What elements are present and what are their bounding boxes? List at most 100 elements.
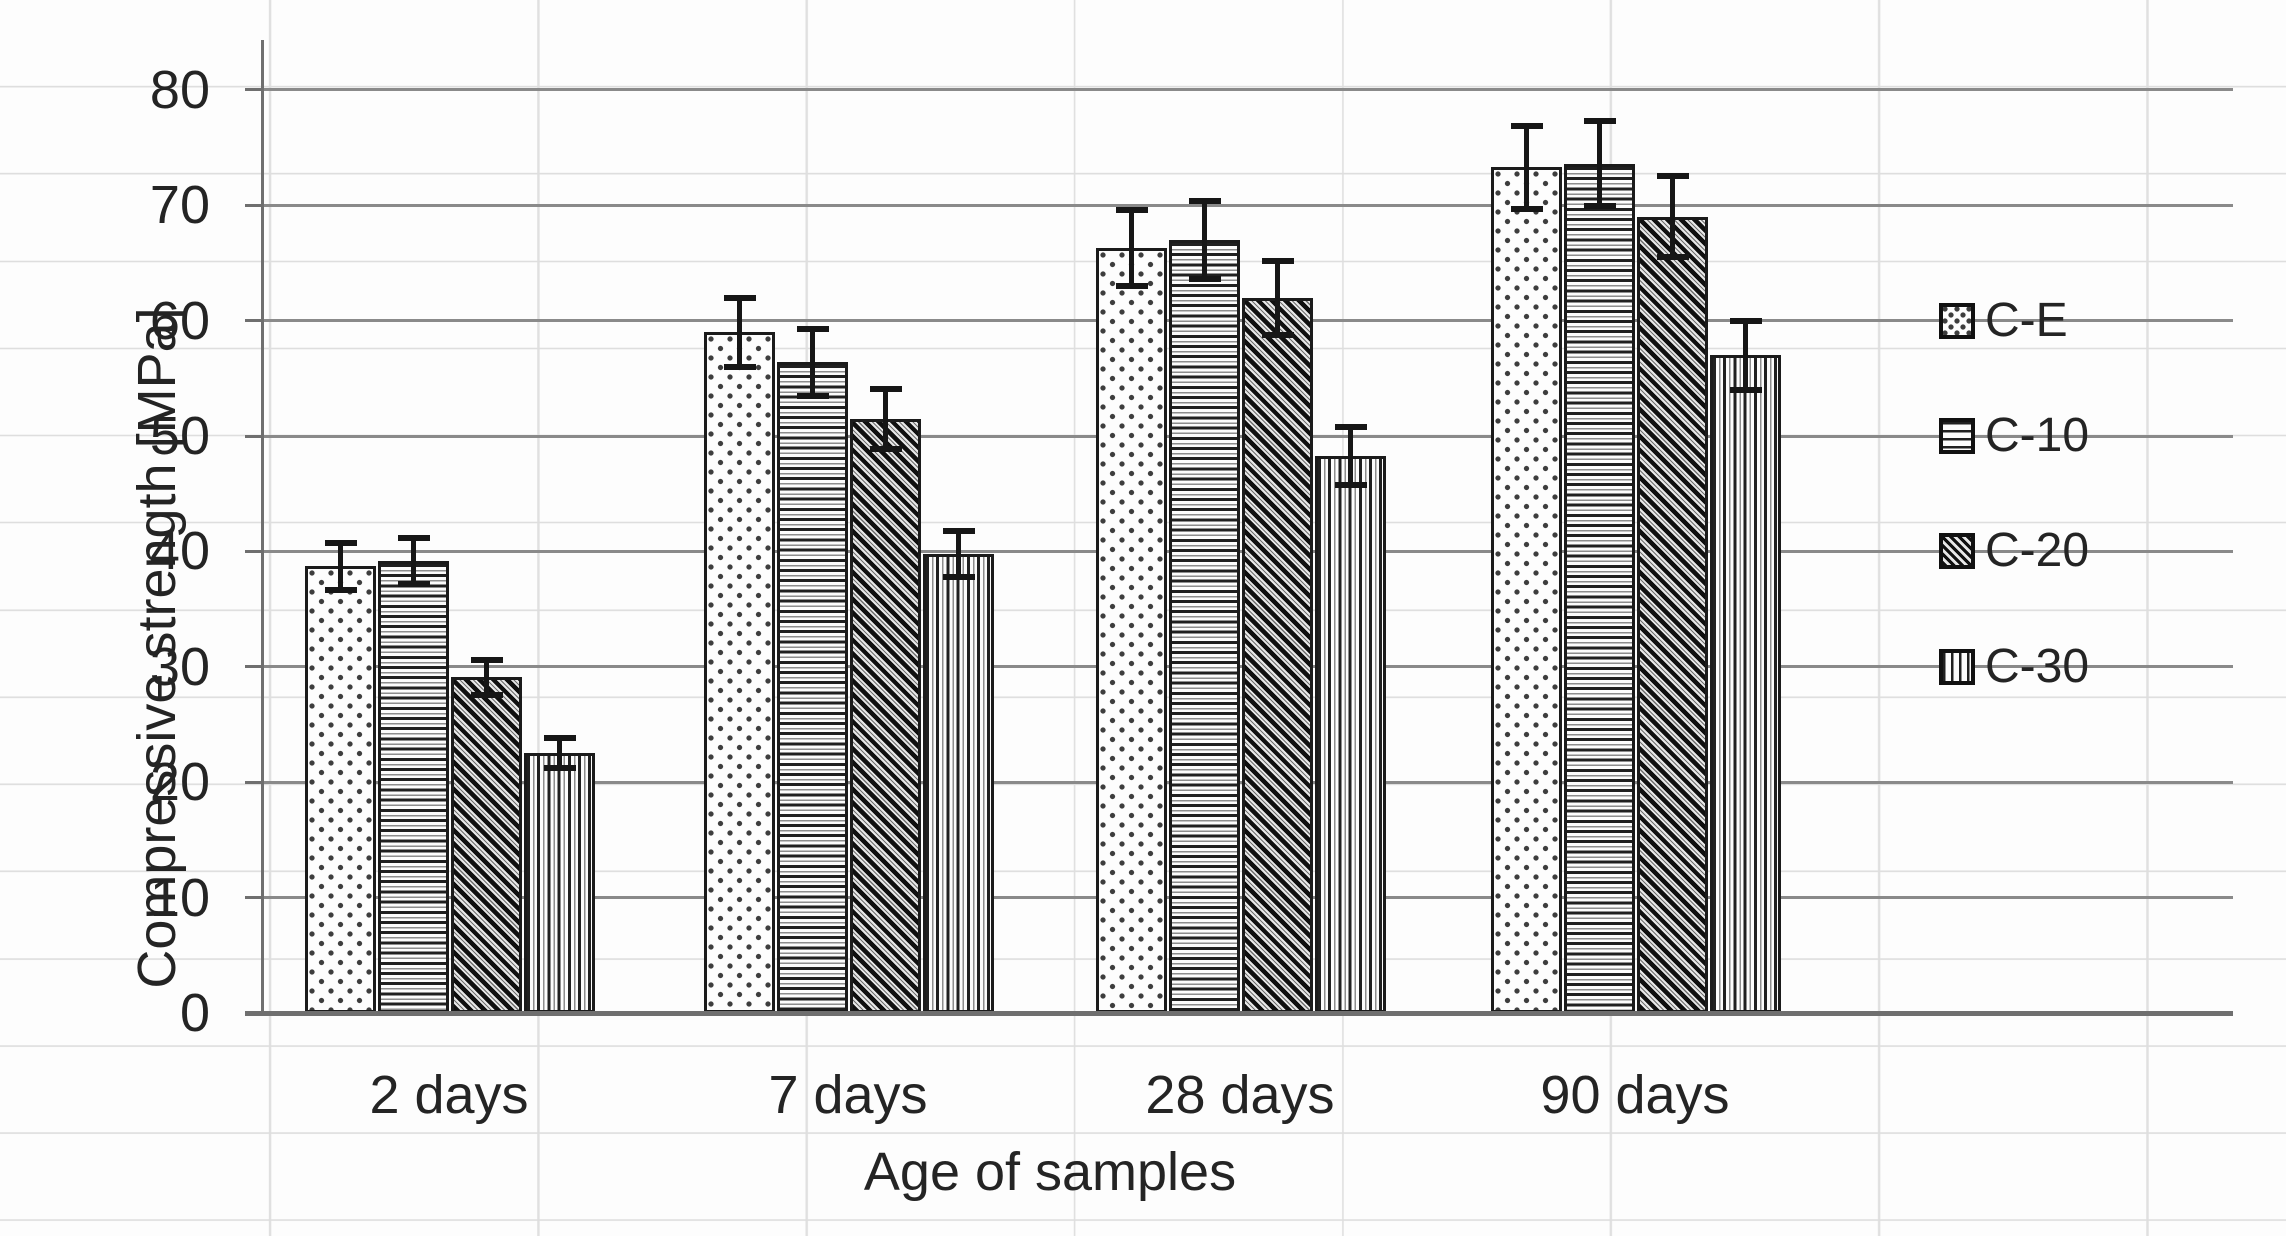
error-bar-cap-bottom	[1656, 254, 1689, 261]
error-bar-stem	[737, 297, 742, 367]
legend-label: C-10	[1985, 409, 2090, 463]
y-tick-label: 10	[149, 867, 210, 928]
error-bar-cap-top	[723, 294, 756, 301]
y-tick-label: 60	[149, 290, 210, 351]
y-gridline	[263, 203, 2233, 207]
error-bar-cap-bottom	[723, 363, 756, 370]
y-tick	[245, 319, 263, 323]
error-bar-cap-bottom	[1261, 331, 1294, 338]
bar	[1096, 248, 1167, 1013]
error-bar-cap-bottom	[324, 586, 357, 593]
legend-swatch-c-20	[1939, 533, 1975, 570]
error-bar-cap-bottom	[1115, 283, 1148, 290]
bar	[1710, 355, 1781, 1013]
y-tick-label: 50	[149, 406, 210, 467]
error-bar-stem	[810, 328, 815, 396]
y-tick	[245, 88, 263, 92]
error-bar-cap-top	[1261, 257, 1294, 264]
y-tick	[245, 896, 263, 900]
error-bar-stem	[1275, 260, 1280, 335]
legend-swatch-c-10	[1939, 418, 1975, 455]
error-bar-stem	[1202, 200, 1207, 280]
legend-label: C-E	[1985, 293, 2068, 347]
y-axis-line	[261, 40, 264, 1013]
error-bar-cap-top	[1334, 423, 1367, 430]
error-bar-cap-bottom	[470, 691, 503, 698]
error-bar-stem	[557, 738, 562, 769]
y-axis-title: Compressive strength [MPa]	[127, 307, 187, 989]
error-bar-cap-top	[1510, 122, 1543, 129]
error-bar-cap-top	[796, 325, 829, 332]
x-axis-title: Age of samples	[863, 1142, 1237, 1202]
error-bar-cap-top	[1188, 197, 1221, 204]
category-label: 7 days	[768, 1065, 928, 1125]
y-tick	[245, 434, 263, 438]
legend-item: C-10	[1939, 412, 2089, 460]
bar	[923, 553, 994, 1013]
error-bar-cap-top	[869, 385, 902, 392]
error-bar-cap-top	[942, 527, 975, 534]
bar	[1242, 297, 1313, 1013]
error-bar-stem	[484, 659, 489, 695]
bar	[524, 753, 595, 1013]
y-tick-label: 80	[149, 59, 210, 120]
error-bar-stem	[1670, 176, 1675, 258]
category-label: 2 days	[369, 1065, 529, 1125]
y-tick	[245, 780, 263, 784]
error-bar-cap-bottom	[942, 573, 975, 580]
error-bar-cap-bottom	[796, 392, 829, 399]
error-bar-cap-bottom	[1188, 276, 1221, 283]
error-bar-stem	[883, 388, 888, 449]
bar	[451, 677, 522, 1013]
bar	[704, 332, 775, 1013]
category-label: 28 days	[1145, 1065, 1335, 1125]
error-bar-stem	[956, 530, 961, 577]
legend-swatch-c-e	[1939, 302, 1975, 339]
y-gridline	[263, 88, 2233, 92]
y-tick-label: 40	[149, 521, 210, 582]
error-bar-cap-bottom	[1729, 386, 1762, 393]
bar	[777, 362, 848, 1013]
error-bar-stem	[1597, 121, 1602, 207]
y-tick	[245, 203, 263, 207]
bar	[1315, 455, 1386, 1013]
y-tick-label: 30	[149, 636, 210, 697]
error-bar-cap-top	[1115, 206, 1148, 213]
y-tick	[245, 665, 263, 669]
bar	[1169, 239, 1240, 1013]
error-bar-cap-bottom	[1583, 203, 1616, 210]
legend-item: C-20	[1939, 527, 2089, 575]
bar	[1637, 216, 1708, 1013]
error-bar-cap-top	[470, 656, 503, 663]
error-bar-cap-bottom	[543, 765, 576, 772]
y-tick-label: 0	[179, 983, 210, 1043]
legend-label: C-20	[1985, 524, 2090, 578]
error-bar-stem	[1129, 209, 1134, 287]
error-bar-cap-top	[1583, 118, 1616, 125]
category-label: 90 days	[1540, 1065, 1730, 1125]
error-bar-stem	[411, 537, 416, 584]
error-bar-cap-top	[1656, 173, 1689, 180]
error-bar-cap-bottom	[869, 445, 902, 452]
legend-swatch-c-30	[1939, 648, 1975, 685]
legend-item: C-E	[1939, 293, 2068, 347]
error-bar-cap-top	[1729, 317, 1762, 324]
error-bar-cap-bottom	[397, 580, 430, 587]
error-bar-stem	[1348, 426, 1353, 485]
bar	[378, 560, 449, 1013]
x-axis-line	[245, 1010, 2233, 1016]
bar	[1564, 163, 1635, 1013]
error-bar-stem	[1743, 320, 1748, 390]
error-bar-cap-bottom	[1510, 205, 1543, 212]
y-tick	[245, 549, 263, 553]
error-bar-cap-top	[397, 534, 430, 541]
error-bar-cap-bottom	[1334, 481, 1367, 488]
error-bar-cap-top	[324, 540, 357, 547]
bar	[305, 566, 376, 1013]
error-bar-stem	[338, 543, 343, 590]
legend-item: C-30	[1939, 642, 2089, 691]
error-bar-cap-top	[543, 735, 576, 742]
